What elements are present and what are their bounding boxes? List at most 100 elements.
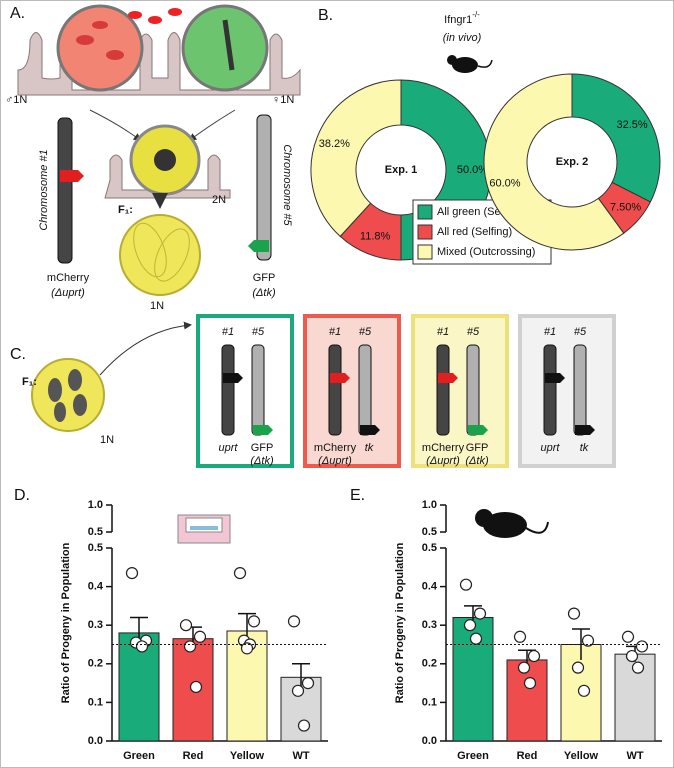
genotype-box	[518, 314, 616, 468]
data-point	[189, 680, 203, 694]
y-tick-label: 0.0	[422, 735, 437, 747]
y-tick-label: 0.3	[88, 619, 103, 631]
title: Ifngr1	[444, 14, 472, 26]
data-point	[513, 630, 527, 643]
data-point	[179, 619, 193, 632]
slice-label: 38.2%	[319, 138, 350, 150]
data-point	[463, 619, 477, 632]
data-point	[571, 661, 585, 674]
data-point	[301, 676, 315, 690]
marker-arrow	[438, 373, 458, 383]
chromosome-label: Chromosome #1	[38, 149, 50, 230]
pie-slice	[483, 73, 625, 251]
data-point	[297, 719, 311, 732]
allele-label: uprt	[541, 442, 561, 454]
data-point	[240, 642, 254, 655]
data-point	[631, 661, 645, 674]
allele-label: mCherry	[314, 442, 357, 454]
panel-label: D.	[14, 487, 30, 504]
marker-label: mCherry	[47, 272, 90, 284]
mouse-icon	[447, 55, 493, 73]
y-tick-label: 0.2	[422, 658, 437, 670]
x-tick-label: Red	[517, 750, 538, 762]
pie-slice	[310, 79, 402, 238]
y-tick-label: 0.1	[422, 696, 437, 708]
pie-title: Exp. 1	[385, 164, 417, 176]
x-tick-label: Yellow	[230, 750, 265, 762]
data-point	[135, 640, 149, 653]
female-label: ♀1N	[272, 94, 294, 106]
allele-label: (Δuprt)	[318, 455, 352, 467]
legend-swatch	[417, 224, 433, 240]
y-tick-label: 0.1	[88, 696, 103, 708]
data-point	[183, 640, 197, 653]
chromosome	[221, 344, 235, 436]
allele-label: tk	[580, 442, 589, 454]
slice-label: 32.5%	[617, 119, 648, 131]
transwell-icon	[177, 514, 231, 544]
slice-label: 60.0%	[489, 178, 520, 190]
data-point	[459, 578, 473, 591]
data-point	[233, 566, 247, 580]
f1-label: F₁:	[22, 376, 37, 388]
marker-label: (Δtk)	[252, 287, 276, 299]
y-tick-label: 0.4	[422, 581, 438, 593]
y-tick-label: 0.5	[88, 542, 103, 554]
male-label: ♂1N	[5, 94, 27, 106]
marker-arrow	[330, 373, 350, 383]
marker-arrow	[360, 425, 380, 435]
data-point	[193, 630, 207, 643]
allele-label: (Δuprt)	[426, 455, 460, 467]
slice-label: 7.50%	[610, 202, 641, 214]
allele-label: GFP	[466, 442, 489, 454]
chromosome	[543, 344, 557, 436]
marker-arrow	[545, 373, 565, 383]
x-tick-label: WT	[292, 750, 309, 762]
legend-label: All red (Selfing)	[437, 226, 512, 238]
marker-label: GFP	[253, 272, 276, 284]
x-tick-label: Yellow	[564, 750, 599, 762]
chromosome	[251, 344, 265, 436]
mouse-icon	[475, 509, 549, 538]
chromosome-number: #1	[222, 326, 234, 338]
error-bar	[572, 628, 590, 660]
marker-arrow	[253, 425, 273, 435]
chromosome-number: #1	[437, 326, 449, 338]
panel-label: B.	[318, 7, 333, 24]
y-tick-label: 0.0	[88, 735, 103, 747]
diploid-label: 2N	[212, 194, 226, 206]
data-point	[473, 607, 487, 620]
y-tick-label: 0.5	[422, 542, 437, 554]
y-axis-label: Ratio of Progeny in Population	[394, 542, 406, 703]
x-tick-label: Green	[457, 750, 489, 762]
y-tick-label: 0.3	[422, 619, 437, 631]
legend-swatch	[417, 204, 433, 220]
genotype-box	[411, 314, 509, 468]
allele-label: (Δtk)	[250, 455, 274, 467]
chromosome-number: #1	[329, 326, 341, 338]
data-point	[247, 615, 261, 628]
marker-label: (Δuprt)	[51, 287, 85, 299]
title-sup: -/-	[472, 10, 480, 19]
genotype-box	[196, 314, 294, 468]
marker-arrow	[468, 425, 488, 435]
chromosome	[358, 344, 372, 436]
chromosome-number: #5	[467, 326, 480, 338]
data-point	[287, 615, 301, 628]
legend-swatch	[417, 244, 433, 260]
data-point	[523, 676, 537, 690]
y-tick-label: 0.5	[422, 526, 437, 538]
allele-label: (Δtk)	[465, 455, 489, 467]
data-point	[577, 684, 591, 697]
panel-label: E.	[350, 487, 365, 504]
x-tick-label: WT	[626, 750, 643, 762]
marker-arrow	[575, 425, 595, 435]
data-point	[291, 684, 305, 697]
pie-title: Exp. 2	[556, 156, 588, 168]
panel-c-art	[31, 321, 192, 432]
y-tick-label: 1.0	[422, 499, 437, 511]
haploid-label: 1N	[150, 300, 164, 312]
f1-label: F₁:	[118, 204, 133, 216]
data-point	[527, 649, 541, 663]
